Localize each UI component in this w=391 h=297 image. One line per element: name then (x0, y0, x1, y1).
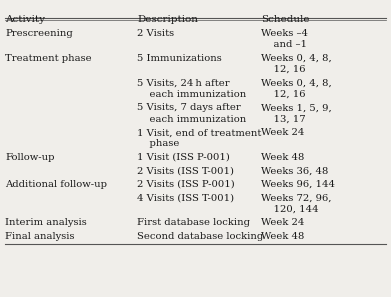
Text: Weeks 0, 4, 8,
    12, 16: Weeks 0, 4, 8, 12, 16 (262, 79, 332, 99)
Text: 5 Visits, 7 days after
    each immunization: 5 Visits, 7 days after each immunization (137, 103, 246, 124)
Text: 2 Visits (ISS T-001): 2 Visits (ISS T-001) (137, 166, 234, 176)
Text: Additional follow-up: Additional follow-up (5, 180, 107, 189)
Text: Description: Description (137, 15, 198, 24)
Text: Weeks 0, 4, 8,
    12, 16: Weeks 0, 4, 8, 12, 16 (262, 54, 332, 74)
Text: 2 Visits (ISS P-001): 2 Visits (ISS P-001) (137, 180, 235, 189)
Text: Final analysis: Final analysis (5, 232, 75, 241)
Text: 2 Visits: 2 Visits (137, 29, 174, 38)
Text: 4 Visits (ISS T-001): 4 Visits (ISS T-001) (137, 194, 234, 203)
Text: Weeks 1, 5, 9,
    13, 17: Weeks 1, 5, 9, 13, 17 (262, 103, 332, 124)
Text: 1 Visit (ISS P-001): 1 Visit (ISS P-001) (137, 153, 230, 162)
Text: Follow-up: Follow-up (5, 153, 55, 162)
Text: Week 48: Week 48 (262, 153, 305, 162)
Text: Treatment phase: Treatment phase (5, 54, 92, 63)
Text: Weeks 96, 144: Weeks 96, 144 (262, 180, 335, 189)
Text: 5 Immunizations: 5 Immunizations (137, 54, 222, 63)
Text: Weeks –4
    and –1: Weeks –4 and –1 (262, 29, 308, 49)
Text: First database locking: First database locking (137, 218, 250, 227)
Text: Schedule: Schedule (262, 15, 310, 24)
Text: 5 Visits, 24 h after
    each immunization: 5 Visits, 24 h after each immunization (137, 79, 246, 99)
Text: Week 48: Week 48 (262, 232, 305, 241)
Text: Interim analysis: Interim analysis (5, 218, 87, 227)
Text: Weeks 36, 48: Weeks 36, 48 (262, 166, 329, 176)
Text: Week 24: Week 24 (262, 128, 305, 137)
Text: Week 24: Week 24 (262, 218, 305, 227)
Text: Second database locking: Second database locking (137, 232, 264, 241)
Text: 1 Visit, end of treatment
    phase: 1 Visit, end of treatment phase (137, 128, 262, 148)
Text: Prescreening: Prescreening (5, 29, 73, 38)
Text: Activity: Activity (5, 15, 45, 24)
Text: Weeks 72, 96,
    120, 144: Weeks 72, 96, 120, 144 (262, 194, 332, 214)
